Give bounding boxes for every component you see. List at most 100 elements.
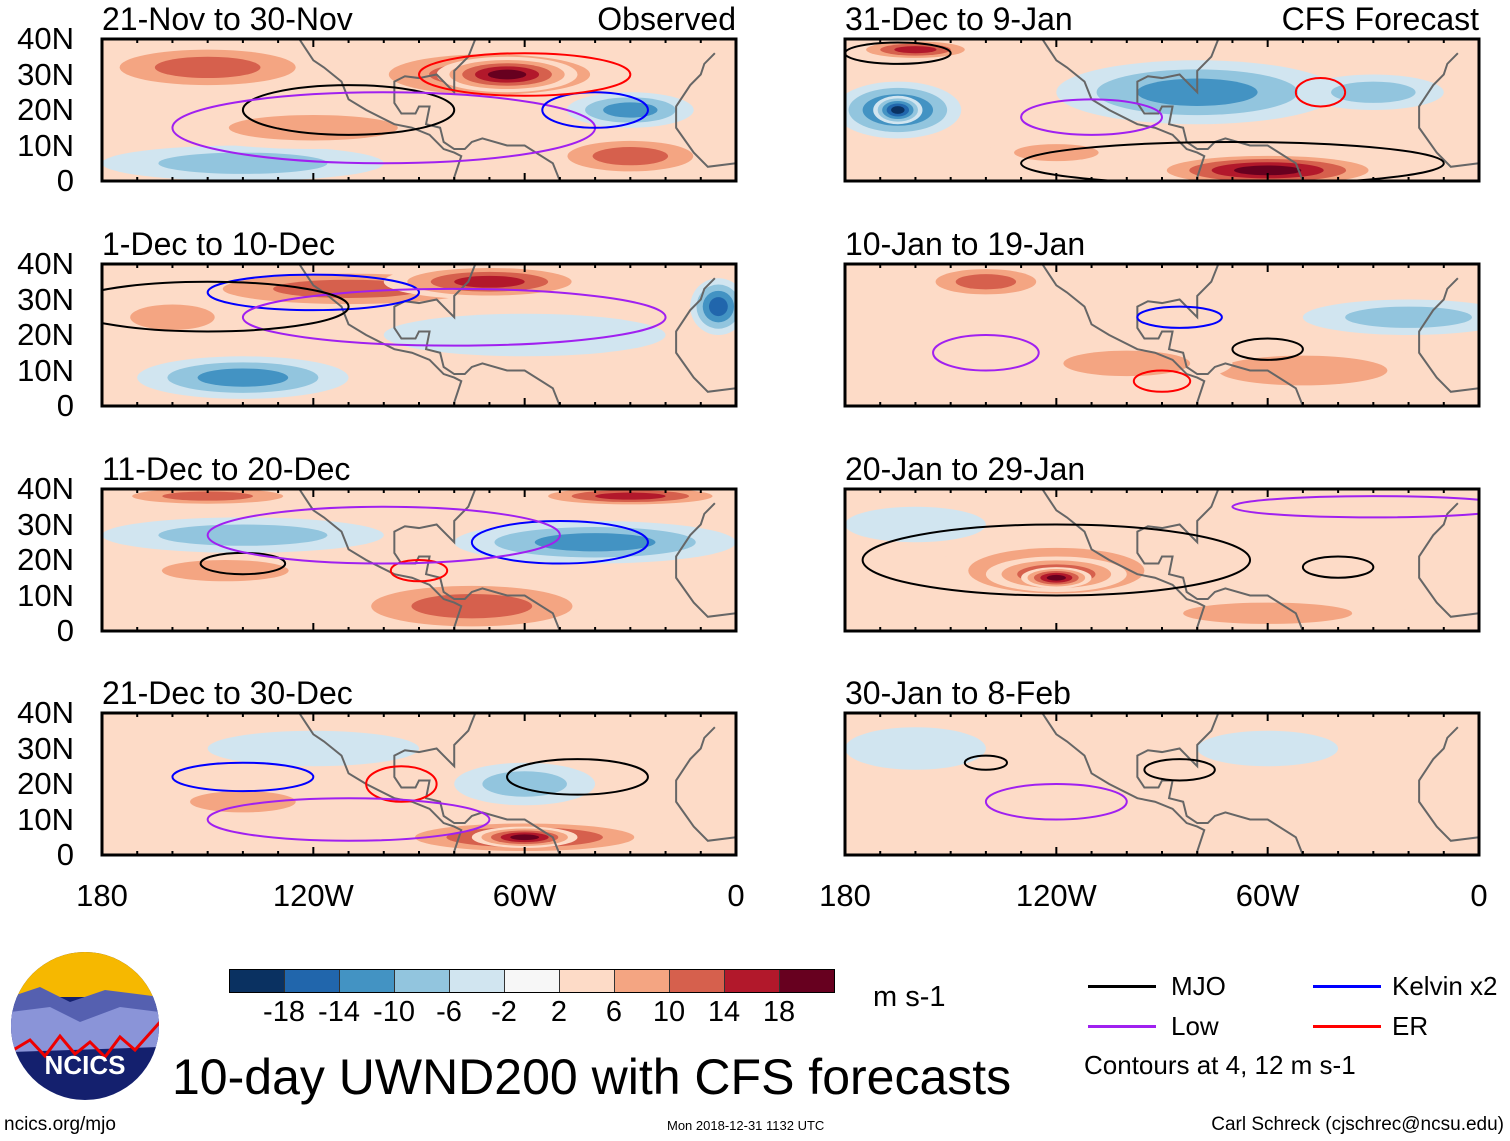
anomaly-shading [158, 152, 328, 174]
anomaly-shading [228, 114, 398, 141]
anomaly-shading [534, 533, 656, 552]
colorbar-label: -2 [491, 996, 517, 1028]
coastline [393, 264, 561, 406]
anomaly-shading [603, 102, 658, 118]
coastline [1418, 726, 1479, 842]
colorbar-swatch [450, 970, 505, 992]
wave-contour [389, 559, 449, 583]
map-panel [843, 262, 1481, 408]
coastline [1136, 264, 1304, 406]
coastline [1136, 39, 1304, 181]
y-tick-label: 10N [17, 352, 74, 388]
map-panel [100, 262, 738, 408]
map-panel [843, 711, 1481, 857]
wave-contour [1301, 555, 1375, 579]
y-tick-label: 0 [56, 837, 74, 872]
legend-er-line [1313, 1025, 1381, 1028]
website-link[interactable]: ncics.org/mjo [4, 1114, 116, 1135]
wave-contour [1231, 495, 1479, 519]
colorbar-label: -10 [373, 996, 415, 1028]
coastline [298, 489, 463, 631]
anomaly-shading [197, 368, 289, 387]
colorbar-swatch [615, 970, 670, 992]
wave-contour [1020, 140, 1445, 181]
legend-mjo-line [1088, 985, 1156, 988]
x-tick-label: 0 [1470, 878, 1488, 913]
panel-title: 21-Nov to 30-Nov [102, 1, 353, 37]
wave-contour [541, 91, 649, 129]
contour-note: Contours at 4, 12 m s-1 [1084, 1050, 1356, 1080]
legend-er-label: ER [1392, 1011, 1429, 1041]
x-tick-label: 60W [492, 878, 557, 913]
y-tick-label: 40N [17, 21, 74, 56]
wave-contour [365, 765, 438, 803]
y-tick-label: 10N [17, 127, 74, 163]
colorbar-swatch [725, 970, 780, 992]
legend-mjo-label: MJO [1171, 971, 1226, 1001]
y-tick-label: 30N [17, 506, 74, 542]
y-tick-label: 20N [17, 92, 74, 127]
anomaly-shading [207, 730, 419, 767]
y-tick-label: 0 [56, 613, 74, 648]
wave-contour [1143, 758, 1216, 782]
panel-title: 20-Jan to 29-Jan [845, 451, 1086, 487]
ncics-logo: NCICS [11, 952, 159, 1100]
legend-kelvin-line [1313, 985, 1381, 988]
panel-title: 21-Dec to 30-Dec [102, 675, 353, 711]
wave-contour [845, 41, 952, 65]
map-panel [843, 37, 1481, 183]
anomaly-shading [1234, 165, 1302, 176]
y-tick-label: 0 [56, 163, 74, 198]
map-panel [843, 487, 1481, 633]
anomaly-shading [708, 297, 728, 317]
anomaly-shading [1218, 355, 1388, 386]
colorbar-swatch [230, 970, 285, 992]
y-tick-label: 40N [17, 246, 74, 281]
anomaly-shading [487, 69, 527, 80]
wave-contour [470, 519, 649, 565]
colorbar-label: 18 [762, 996, 796, 1028]
wave-contour [206, 505, 561, 565]
anomaly-shading [592, 147, 669, 166]
map-panel [100, 37, 738, 183]
panel-title: 31-Dec to 9-Jan [845, 1, 1073, 37]
wave-contour [1136, 305, 1223, 329]
colorbar-label: 14 [707, 996, 741, 1028]
anomaly-shading [845, 727, 986, 770]
anomaly-shading [130, 304, 215, 331]
anomaly-shading [891, 106, 905, 114]
figure-title: 10-day UWND200 with CFS forecasts [172, 1049, 1012, 1105]
coastline [675, 502, 736, 618]
y-tick-label: 40N [17, 471, 74, 506]
coastline [298, 39, 463, 181]
y-tick-label: 30N [17, 730, 74, 766]
anomaly-shading [955, 274, 1017, 290]
panel-title: 30-Jan to 8-Feb [845, 675, 1071, 711]
anomaly-shading [1183, 602, 1353, 624]
wave-contour [984, 783, 1128, 821]
colorbar-label: 10 [652, 996, 686, 1028]
y-tick-label: 20N [17, 766, 74, 801]
x-tick-label: 0 [727, 878, 745, 913]
coastline [675, 52, 736, 168]
colorbar-label: -6 [436, 996, 462, 1028]
y-tick-label: 20N [17, 542, 74, 577]
y-tick-label: 40N [17, 695, 74, 730]
anomaly-shading [510, 834, 540, 841]
legend-low-line [1088, 1025, 1156, 1028]
anomaly-shading [190, 791, 296, 813]
panel-tag: Observed [597, 1, 736, 37]
wave-contour [1294, 77, 1347, 108]
anomaly-shading [454, 275, 525, 288]
anomaly-shading [411, 593, 533, 619]
panel-tag: CFS Forecast [1281, 1, 1479, 37]
wave-contour [932, 334, 1040, 372]
anomaly-shading [482, 771, 567, 797]
colorbar-units: m s-1 [873, 981, 946, 1013]
anomaly-shading [845, 506, 986, 543]
coastline [675, 277, 736, 393]
wave-contour [171, 761, 315, 793]
coastline [393, 39, 561, 181]
colorbar-swatch [395, 970, 450, 992]
x-tick-label: 180 [76, 878, 128, 913]
